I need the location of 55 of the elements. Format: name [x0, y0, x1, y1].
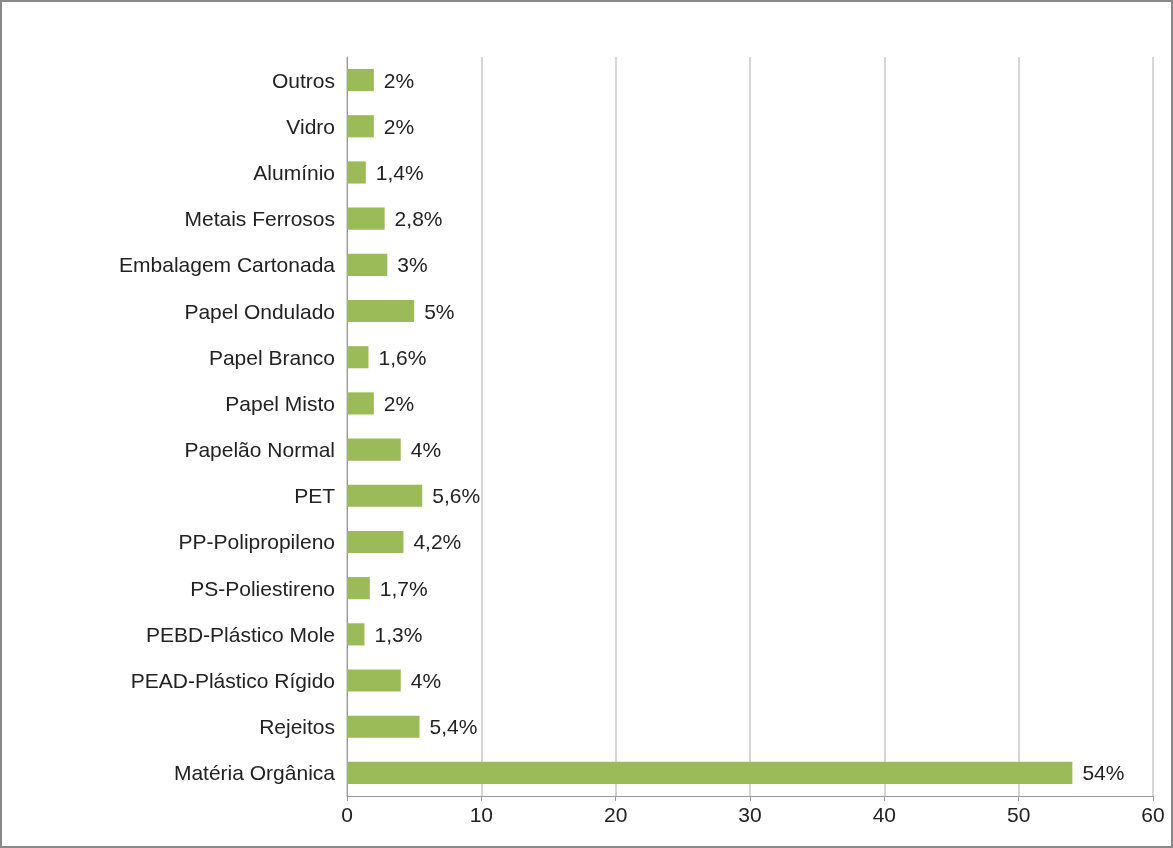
- y-tick-label: Alumínio: [253, 160, 335, 184]
- bar: [347, 69, 374, 92]
- y-tick-label: Papelão Normal: [184, 438, 335, 462]
- y-tick-label: PP-Polipropileno: [178, 530, 335, 554]
- y-tick-label: PET: [294, 484, 336, 508]
- y-tick-label: Outros: [271, 68, 335, 92]
- data-label: 3%: [397, 253, 428, 277]
- y-tick-label: Matéria Orgânica: [173, 761, 336, 785]
- bar: [347, 715, 420, 738]
- bar: [347, 530, 404, 554]
- bar: [347, 115, 374, 138]
- x-tick-label: 50: [1006, 803, 1031, 826]
- y-tick-label: PEBD-Plástico Mole: [145, 622, 335, 646]
- data-label: 54%: [1082, 761, 1125, 785]
- bar: [347, 299, 415, 323]
- y-tick-label: Papel Misto: [225, 391, 335, 415]
- y-tick-label: Vidro: [286, 114, 335, 138]
- data-label: 1,4%: [375, 160, 424, 184]
- bar: [347, 623, 365, 646]
- y-tick-label: Papel Branco: [208, 345, 335, 369]
- bar: [347, 253, 388, 276]
- data-label: 4%: [410, 669, 442, 693]
- y-tick-label: Embalagem Cartonada: [119, 253, 336, 277]
- data-label: 1,6%: [378, 345, 427, 369]
- bar: [347, 161, 366, 184]
- y-tick-label: PS-Poliestireno: [190, 576, 335, 600]
- data-label: 4,2%: [413, 530, 462, 554]
- data-label: 2%: [383, 391, 415, 415]
- bar: [347, 761, 1073, 784]
- y-tick-label: Metais Ferrosos: [184, 207, 335, 231]
- bar: [347, 484, 423, 507]
- x-tick-label: 40: [872, 803, 897, 826]
- x-tick-label: 20: [603, 803, 628, 826]
- data-label: 5%: [424, 299, 455, 323]
- data-label: 5,4%: [429, 715, 478, 739]
- data-label: 1,3%: [374, 622, 423, 646]
- x-tick-label: 60: [1141, 803, 1165, 826]
- x-tick-label: 0: [341, 803, 353, 826]
- y-tick-label: Papel Ondulado: [184, 299, 335, 323]
- data-label: 2,8%: [394, 207, 443, 231]
- data-label: 1,7%: [379, 576, 428, 600]
- data-label: 2%: [383, 68, 415, 92]
- y-tick-label: Rejeitos: [259, 715, 335, 739]
- data-label: 5,6%: [432, 484, 481, 508]
- data-label: 2%: [383, 114, 415, 138]
- bar: [347, 669, 401, 692]
- y-tick-label: PEAD-Plástico Rígido: [130, 669, 335, 693]
- bar: [347, 577, 370, 600]
- x-tick-label: 10: [469, 803, 494, 826]
- bar: [347, 346, 369, 369]
- bar: [347, 207, 385, 230]
- bar: [347, 392, 374, 415]
- bar: [347, 438, 401, 461]
- x-tick-label: 30: [738, 803, 762, 826]
- data-label: 4%: [410, 438, 442, 462]
